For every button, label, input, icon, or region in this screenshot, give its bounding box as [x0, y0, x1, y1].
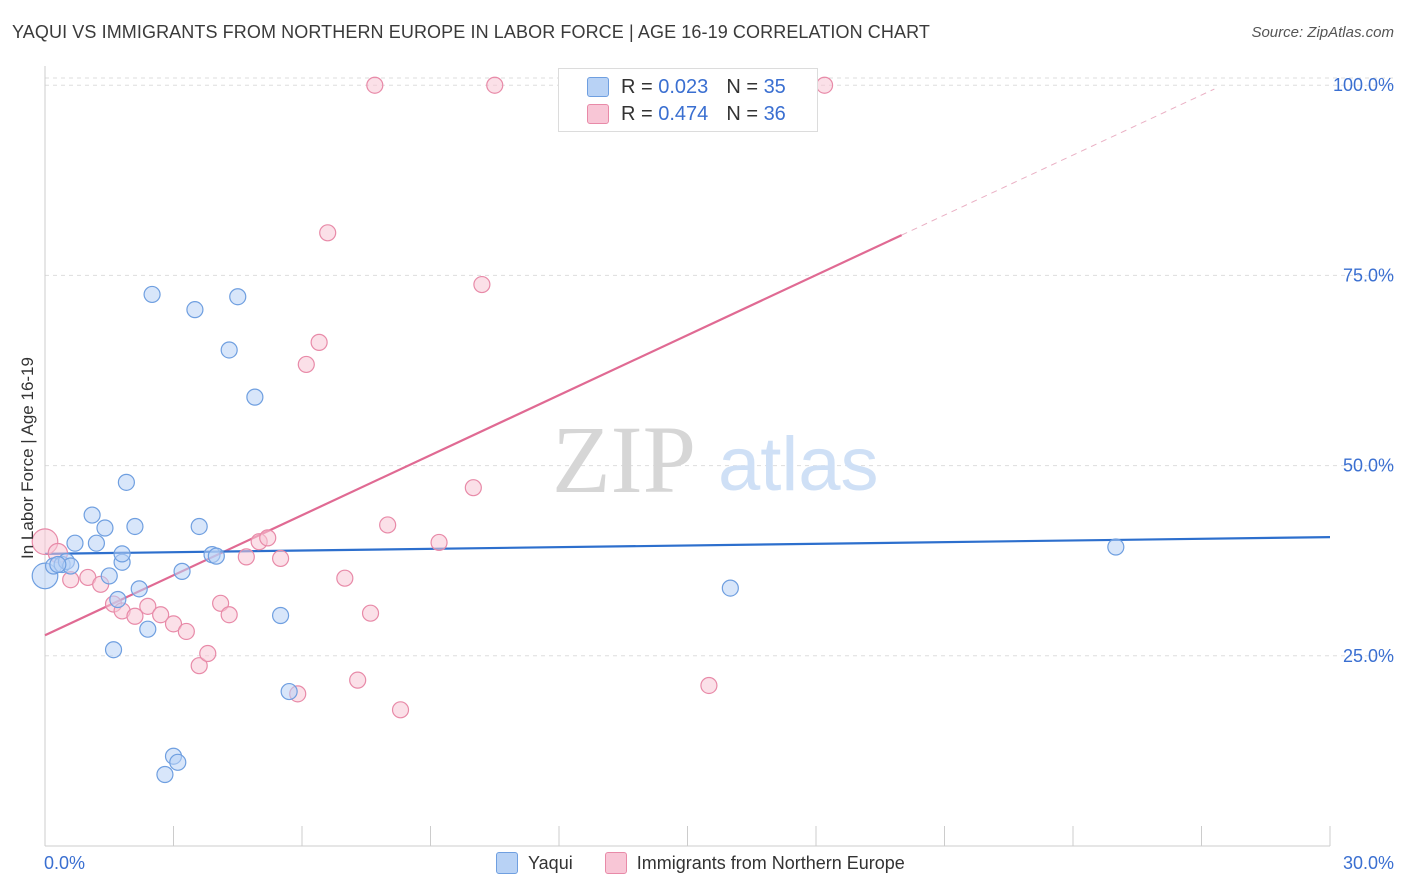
x-tick-label: 30.0%	[1343, 853, 1394, 873]
northern-europe-point	[190, 657, 208, 675]
yaqui-point	[87, 534, 106, 552]
r-label: R =	[621, 102, 653, 125]
r-value: 0.023	[658, 75, 709, 98]
northern-europe-point	[361, 604, 380, 622]
yaqui-point	[104, 641, 123, 659]
northern-europe-point	[464, 479, 482, 497]
trend-lines	[44, 88, 1331, 637]
yaqui-point	[721, 579, 739, 597]
yaqui-point	[1107, 538, 1125, 556]
legend-label-yaqui: Yaqui	[528, 852, 573, 873]
yaqui-point	[190, 517, 208, 536]
legend-item-yaqui: Yaqui	[496, 852, 573, 874]
yaqui-swatch	[587, 77, 609, 97]
northern-europe-point	[152, 606, 170, 624]
n-value: 35	[763, 75, 786, 98]
yaqui-point	[109, 590, 127, 609]
northern-europe-point	[366, 76, 384, 94]
y-tick-label: 100.0%	[1333, 75, 1394, 95]
northern-europe-point	[349, 671, 367, 689]
northern-europe-swatch	[604, 852, 627, 874]
northern-europe-point	[336, 569, 354, 587]
yaqui-point	[143, 285, 161, 304]
series-legend: Yaqui Immigrants from Northern Europe	[496, 852, 937, 874]
legend-label-northern-europe: Immigrants from Northern Europe	[636, 852, 905, 873]
n-label: N =	[726, 102, 758, 125]
watermark-atlas: atlas	[718, 422, 879, 507]
northern-europe-point	[199, 644, 217, 663]
northern-europe-trend-extension	[901, 88, 1215, 236]
stats-legend: R = 0.023 N = 35 R = 0.474 N = 36	[558, 68, 818, 132]
yaqui-point	[96, 519, 114, 537]
r-value: 0.474	[658, 102, 709, 125]
source-credit: Source: ZipAtlas.com	[1251, 24, 1394, 41]
northern-europe-point	[212, 594, 230, 612]
yaqui-point	[83, 506, 101, 524]
yaqui-point	[280, 682, 298, 701]
chart-title: YAQUI VS IMMIGRANTS FROM NORTHERN EUROPE…	[12, 22, 930, 42]
yaqui-point	[229, 288, 247, 306]
northern-europe-point	[177, 622, 195, 641]
yaqui-point	[113, 545, 131, 563]
y-axis-label: In Labor Force | Age 16-19	[18, 357, 37, 559]
northern-europe-point	[473, 275, 491, 294]
northern-europe-point	[297, 355, 315, 374]
legend-row-northern-europe: R = 0.474 N = 36	[587, 101, 786, 127]
yaqui-point	[156, 765, 174, 784]
tick-labels: 25.0% 50.0% 75.0% 100.0% 0.0% 30.0%	[44, 75, 1394, 873]
yaqui-point	[271, 606, 290, 625]
n-value: 36	[763, 102, 786, 125]
legend-row-yaqui: R = 0.023 N = 35	[587, 74, 786, 100]
yaqui-swatch	[496, 852, 518, 874]
grid-lines	[45, 77, 1395, 657]
northern-europe-point	[391, 701, 410, 719]
northern-europe-swatch	[587, 104, 609, 124]
northern-europe-point	[164, 615, 183, 633]
data-points	[31, 76, 1125, 784]
x-tick-label: 0.0%	[44, 853, 85, 873]
northern-europe-point	[259, 529, 277, 547]
r-label: R =	[621, 75, 653, 98]
yaqui-point	[169, 753, 187, 771]
yaqui-point	[246, 388, 264, 406]
yaqui-point	[139, 620, 157, 638]
legend-item-northern-europe: Immigrants from Northern Europe	[604, 852, 905, 874]
northern-europe-point	[815, 76, 834, 94]
yaqui-point	[220, 341, 238, 359]
yaqui-point	[49, 555, 67, 574]
y-tick-label: 25.0%	[1343, 646, 1394, 666]
northern-europe-point	[271, 549, 290, 568]
northern-europe-point	[486, 76, 504, 94]
y-tick-label: 75.0%	[1343, 265, 1394, 285]
northern-europe-point	[319, 224, 337, 242]
yaqui-point	[130, 580, 148, 598]
yaqui-point	[100, 567, 118, 585]
northern-europe-point	[139, 597, 157, 615]
northern-europe-point	[700, 676, 718, 695]
watermark: ZIP atlas	[552, 406, 879, 513]
axes	[44, 66, 1331, 847]
yaqui-point	[173, 562, 191, 580]
northern-europe-point	[310, 333, 328, 351]
northern-europe-point	[379, 516, 397, 534]
yaqui-point	[117, 473, 135, 491]
northern-europe-point	[430, 533, 448, 552]
yaqui-point	[126, 517, 144, 536]
yaqui-point	[207, 547, 225, 565]
northern-europe-point	[237, 548, 255, 566]
northern-europe-point	[126, 607, 144, 625]
watermark-zip: ZIP	[552, 406, 696, 513]
yaqui-point	[66, 534, 84, 552]
n-label: N =	[726, 75, 758, 98]
yaqui-point	[186, 301, 204, 319]
y-tick-label: 50.0%	[1343, 456, 1394, 476]
northern-europe-point	[220, 606, 238, 624]
